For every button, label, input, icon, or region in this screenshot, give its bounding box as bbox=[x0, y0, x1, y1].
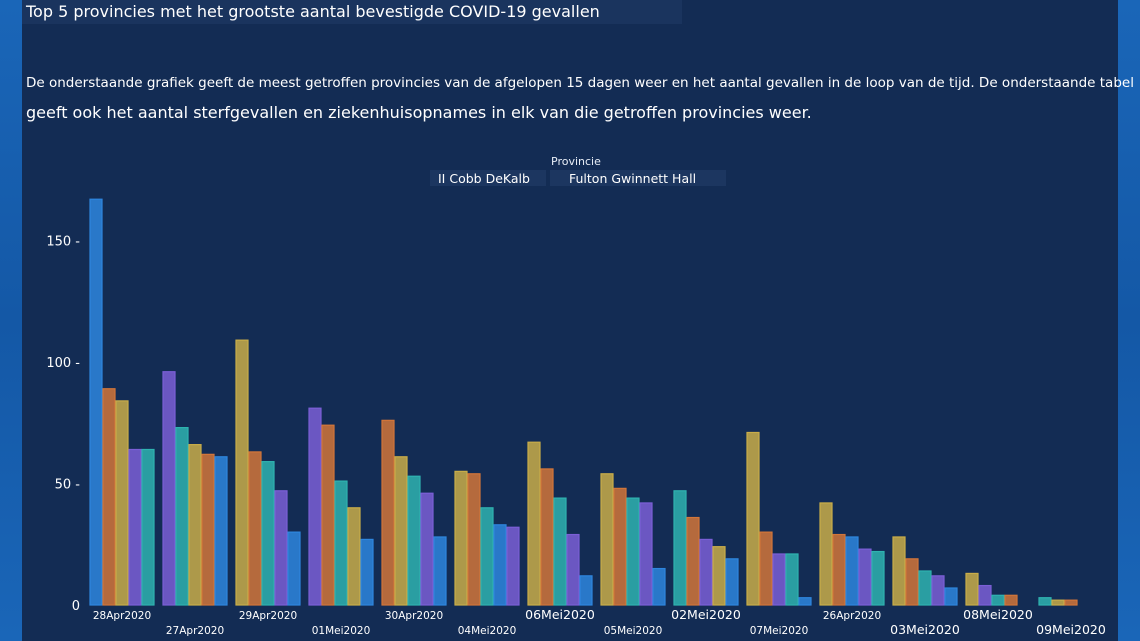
bar[interactable] bbox=[566, 533, 580, 606]
bar[interactable] bbox=[626, 497, 640, 606]
bar[interactable] bbox=[175, 427, 189, 606]
bar[interactable] bbox=[248, 451, 262, 606]
bar[interactable] bbox=[673, 490, 687, 606]
bar[interactable] bbox=[201, 453, 215, 606]
bar[interactable] bbox=[115, 400, 129, 606]
bar[interactable] bbox=[493, 524, 507, 606]
bar[interactable] bbox=[1038, 597, 1052, 606]
bar[interactable] bbox=[579, 575, 593, 606]
x-tick-label: 06Mei2020 bbox=[525, 607, 595, 622]
bar[interactable] bbox=[394, 456, 408, 606]
x-tick-label: 28Apr2020 bbox=[93, 610, 151, 622]
bar[interactable] bbox=[725, 558, 739, 606]
bar[interactable] bbox=[261, 461, 275, 606]
bar[interactable] bbox=[454, 470, 468, 606]
bar[interactable] bbox=[347, 507, 361, 606]
bar[interactable] bbox=[162, 371, 176, 606]
bar[interactable] bbox=[433, 536, 447, 606]
bar[interactable] bbox=[785, 553, 799, 606]
bar[interactable] bbox=[965, 572, 979, 606]
legend-box-group-1 bbox=[430, 170, 546, 186]
bar[interactable] bbox=[991, 594, 1005, 606]
bar[interactable] bbox=[287, 531, 301, 606]
x-tick-label: 30Apr2020 bbox=[385, 610, 443, 622]
bar[interactable] bbox=[420, 492, 434, 606]
y-tick-label: 50 - bbox=[55, 478, 81, 493]
bar[interactable] bbox=[467, 473, 481, 606]
bar[interactable] bbox=[128, 448, 142, 606]
bar[interactable] bbox=[931, 575, 945, 606]
bar[interactable] bbox=[89, 198, 103, 606]
description-line-2: geeft ook het aantal sterfgevallen en zi… bbox=[26, 103, 812, 122]
right-frame-border bbox=[1118, 0, 1140, 641]
bar[interactable] bbox=[480, 507, 494, 606]
bar[interactable] bbox=[712, 546, 726, 606]
x-tick-label: 27Apr2020 bbox=[166, 625, 224, 637]
bar[interactable] bbox=[334, 480, 348, 606]
legend-entry-group-2[interactable]: Fulton Gwinnett Hall bbox=[569, 171, 697, 186]
bar[interactable] bbox=[506, 526, 520, 606]
bar[interactable] bbox=[892, 536, 906, 606]
bar[interactable] bbox=[1004, 594, 1018, 606]
y-tick-label: 150 - bbox=[46, 235, 80, 250]
x-tick-label: 07Mei2020 bbox=[750, 625, 809, 637]
x-tick-label: 04Mei2020 bbox=[458, 625, 517, 637]
bar[interactable] bbox=[798, 597, 812, 606]
bar[interactable] bbox=[381, 419, 395, 606]
bar[interactable] bbox=[235, 339, 249, 606]
left-frame-border bbox=[0, 0, 22, 641]
x-tick-label: 26Apr2020 bbox=[823, 610, 881, 622]
bar[interactable] bbox=[102, 388, 116, 606]
bar[interactable] bbox=[1064, 599, 1078, 606]
bar[interactable] bbox=[1051, 599, 1065, 606]
bar[interactable] bbox=[819, 502, 833, 606]
page-title: Top 5 provincies met het grootste aantal… bbox=[26, 2, 600, 21]
bar[interactable] bbox=[141, 448, 155, 606]
bar[interactable] bbox=[308, 407, 322, 606]
x-tick-label: 02Mei2020 bbox=[671, 607, 741, 622]
bar[interactable] bbox=[759, 531, 773, 606]
bar[interactable] bbox=[321, 424, 335, 606]
bar[interactable] bbox=[600, 473, 614, 606]
title-bar bbox=[22, 0, 682, 24]
bar[interactable] bbox=[652, 567, 666, 606]
x-tick-label: 29Apr2020 bbox=[239, 610, 297, 622]
legend-box-group-2 bbox=[550, 170, 726, 186]
description-line-1: De onderstaande grafiek geeft de meest g… bbox=[26, 75, 1134, 91]
legend-entry-group-1[interactable]: II Cobb DeKalb bbox=[438, 171, 530, 186]
bar[interactable] bbox=[746, 431, 760, 606]
bar[interactable] bbox=[274, 490, 288, 606]
bar[interactable] bbox=[978, 584, 992, 606]
y-tick-label: 0 bbox=[72, 599, 80, 614]
x-tick-label: 09Mei2020 bbox=[1036, 622, 1106, 637]
bar[interactable] bbox=[832, 533, 846, 606]
bar[interactable] bbox=[214, 456, 228, 606]
bar[interactable] bbox=[918, 570, 932, 606]
x-tick-label: 05Mei2020 bbox=[604, 625, 663, 637]
bar[interactable] bbox=[699, 538, 713, 606]
x-tick-label: 01Mei2020 bbox=[312, 625, 371, 637]
bar[interactable] bbox=[686, 516, 700, 606]
bar[interactable] bbox=[905, 558, 919, 606]
x-tick-label: 08Mei2020 bbox=[963, 607, 1033, 622]
bar[interactable] bbox=[360, 538, 374, 606]
bar[interactable] bbox=[553, 497, 567, 606]
bar[interactable] bbox=[527, 441, 541, 606]
bar[interactable] bbox=[858, 548, 872, 606]
bar[interactable] bbox=[871, 550, 885, 606]
bar[interactable] bbox=[639, 502, 653, 606]
y-tick-label: 100 - bbox=[46, 356, 80, 371]
x-tick-label: 03Mei2020 bbox=[890, 622, 960, 637]
bar[interactable] bbox=[613, 487, 627, 606]
bar[interactable] bbox=[188, 444, 202, 606]
bar[interactable] bbox=[772, 553, 786, 606]
bar[interactable] bbox=[845, 536, 859, 606]
legend-title: Provincie bbox=[551, 155, 601, 168]
bar[interactable] bbox=[407, 475, 421, 606]
bar[interactable] bbox=[944, 587, 958, 606]
bar[interactable] bbox=[540, 468, 554, 606]
